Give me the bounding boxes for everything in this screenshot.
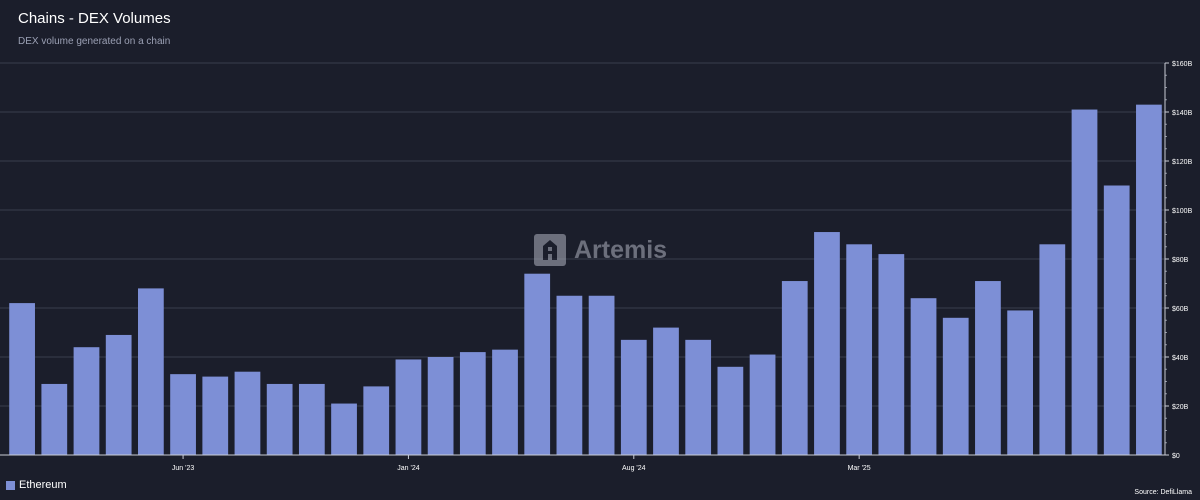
bar-2023-02[interactable] (41, 383, 68, 455)
bar-2024-07[interactable] (588, 295, 615, 455)
bar-2023-06[interactable] (170, 374, 196, 455)
bar-2023-05[interactable] (137, 288, 164, 455)
bar-2025-08[interactable] (1007, 310, 1034, 455)
bar-2025-04[interactable] (878, 254, 905, 455)
bar-2024-05[interactable] (524, 273, 551, 455)
bar-2024-03[interactable] (459, 352, 486, 455)
y-tick-label: $100B (1172, 208, 1193, 215)
chart-title: Chains - DEX Volumes (18, 10, 171, 27)
chart-subtitle: DEX volume generated on a chain (18, 36, 171, 47)
bar-2023-11[interactable] (331, 403, 357, 455)
x-tick-label: Aug '24 (622, 465, 646, 472)
y-tick-label: $120B (1172, 159, 1193, 166)
bar-2025-06[interactable] (942, 317, 969, 455)
bar-2023-08[interactable] (234, 371, 261, 455)
bar-2025-11[interactable] (1103, 185, 1130, 456)
bar-2024-01[interactable] (395, 359, 422, 455)
legend[interactable]: Ethereum (6, 479, 67, 491)
source-note: Source: DefiLlama (1134, 489, 1192, 496)
bar-2023-07[interactable] (202, 376, 229, 455)
x-tick-label: Jan '24 (397, 465, 419, 472)
legend-label: Ethereum (19, 479, 67, 491)
watermark-text: Artemis (574, 235, 668, 264)
bar-2024-09[interactable] (653, 327, 679, 455)
y-tick-label: $80B (1172, 257, 1189, 264)
y-tick-label: $20B (1172, 404, 1189, 411)
bar-2024-02[interactable] (427, 357, 454, 455)
bar-2023-10[interactable] (298, 383, 325, 455)
bar-2025-01[interactable] (781, 281, 808, 455)
bar-2025-10[interactable] (1071, 109, 1098, 456)
legend-swatch (6, 480, 15, 490)
bar-2025-12[interactable] (1136, 104, 1162, 456)
bar-2024-12[interactable] (749, 354, 776, 455)
bar-2024-06[interactable] (556, 295, 583, 455)
bar-2025-03[interactable] (846, 244, 873, 455)
x-tick-label: Jun '23 (172, 465, 194, 472)
bar-2024-11[interactable] (717, 366, 744, 455)
bar-2025-07[interactable] (975, 281, 1001, 455)
bar-2023-03[interactable] (73, 347, 100, 455)
y-tick-label: $140B (1172, 110, 1193, 117)
artemis-logo-icon (534, 234, 566, 266)
axes: $0 $20B $40B $60B $80B $100B $120B $140B $160B Ju… (0, 61, 1193, 472)
bar-2023-09[interactable] (266, 383, 293, 455)
x-tick-label: Mar '25 (848, 465, 871, 472)
bar-2024-04[interactable] (492, 349, 518, 455)
bar-2024-10[interactable] (685, 339, 712, 455)
y-tick-label: $60B (1172, 306, 1189, 313)
y-tick-label: $160B (1172, 61, 1193, 68)
bar-2023-01[interactable] (9, 303, 35, 455)
watermark: Artemis (534, 234, 667, 266)
bar-2024-08[interactable] (620, 339, 647, 455)
bar-2023-12[interactable] (363, 386, 390, 455)
y-tick-label: $40B (1172, 355, 1189, 362)
bar-2025-09[interactable] (1039, 244, 1066, 455)
bars (9, 104, 1162, 456)
bar-2025-05[interactable] (910, 298, 937, 455)
bar-2025-02[interactable] (814, 232, 840, 455)
y-tick-label: $0 (1172, 453, 1180, 460)
bar-2023-04[interactable] (105, 334, 132, 455)
